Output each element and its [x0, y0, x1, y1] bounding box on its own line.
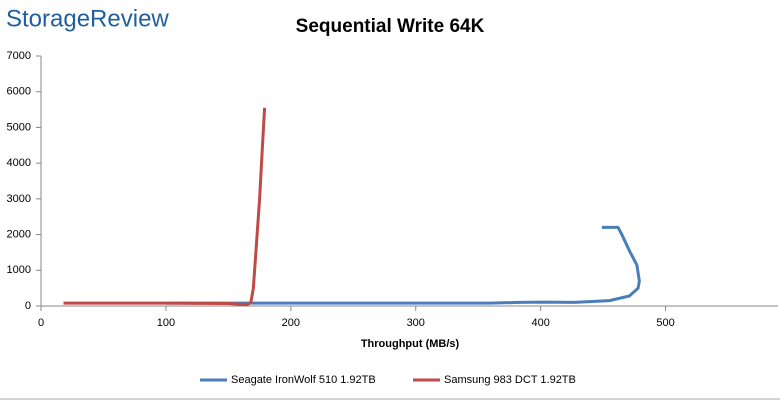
y-tick-label: 3000: [7, 193, 31, 205]
y-tick-label: 2000: [7, 228, 31, 240]
y-tick-label: 5000: [7, 121, 31, 133]
data-line: [165, 225, 641, 305]
chart-title: Sequential Write 64K: [296, 16, 485, 37]
x-tick-label: 100: [157, 317, 175, 329]
y-tick-label: 1000: [7, 264, 31, 276]
y-tick-label: 6000: [7, 86, 31, 98]
x-axis-label: Throughput (MB/s): [361, 338, 460, 350]
y-tick-label: 0: [25, 300, 31, 312]
legend-label: Seagate IronWolf 510 1.92TB: [231, 374, 376, 386]
data-line: [63, 107, 267, 307]
logo: StorageReview: [6, 5, 169, 32]
y-tick-label: 4000: [7, 157, 31, 169]
legend-label: Samsung 983 DCT 1.92TB: [444, 374, 576, 386]
y-tick-label: 7000: [7, 50, 31, 62]
x-tick-label: 300: [407, 317, 425, 329]
x-tick-label: 500: [656, 317, 674, 329]
x-tick-label: 0: [38, 317, 44, 329]
x-tick-label: 200: [282, 317, 300, 329]
x-tick-label: 400: [531, 317, 549, 329]
